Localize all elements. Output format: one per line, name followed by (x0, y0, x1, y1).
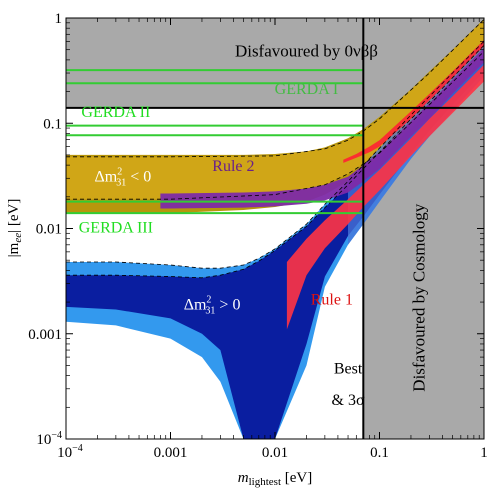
annotation-dbb: Disfavoured by 0νββ (235, 42, 378, 61)
y-tick-label: 0.001 (28, 327, 62, 343)
rule-1-region (286, 64, 484, 330)
x-axis-title: mlightest [eV] (238, 470, 312, 488)
y-tick-label: 1 (55, 11, 63, 27)
y-axis-title-main: |m (6, 242, 22, 257)
annotation-cosmo: Disfavoured by Cosmology (410, 203, 429, 391)
annotation-rule2: Rule 2 (212, 158, 254, 175)
plot-area (66, 18, 484, 439)
inverted-best-upper-edge (66, 19, 484, 158)
annotation-sigma: & 3σ (332, 392, 365, 409)
normal-best-upper-edge (66, 45, 484, 279)
y-axis-title-sub: ee (12, 233, 24, 243)
y-axis-title: |mee| [eV] (6, 199, 24, 258)
x-tick-label: 0.001 (154, 445, 188, 461)
inverted-ordering-label: Δm2 31 < 0 (94, 166, 151, 188)
annotation-gerda1: GERDA I (275, 81, 339, 98)
axis-ticks: 10−4 0.001 0.01 0.1 1 10−4 0.001 0.01 0.1 1 (28, 11, 488, 461)
rule-2-region (160, 47, 484, 209)
annotation-gerda3: GERDA III (79, 219, 153, 236)
normal-ordering-best-fit-band (66, 45, 484, 439)
annotation-gerda2: GERDA II (81, 104, 150, 121)
inverted-ordering-best-fit-band (66, 19, 484, 200)
x-axis-title-main: m (238, 470, 249, 486)
x-tick-label: 1 (480, 445, 488, 461)
annotation-layer: Disfavoured by 0νββ GERDA I GERDA II GERDA … (79, 42, 429, 410)
x-axis-title-sub: lightest (249, 476, 281, 488)
x-axis-title-unit: [eV] (281, 470, 312, 486)
y-tick-label: 0.01 (36, 222, 62, 238)
normal-ordering-label: Δm2 31 > 0 (184, 294, 241, 316)
x-tick-label: 10−4 (57, 443, 83, 461)
y-tick-label: 10−4 (36, 430, 62, 448)
y-axis-title-unit: | [eV] (6, 199, 22, 233)
x-tick-label: 0.01 (262, 445, 288, 461)
x-tick-label: 0.1 (370, 445, 389, 461)
annotation-rule1: Rule 1 (311, 291, 353, 308)
y-tick-label: 0.1 (43, 116, 62, 132)
annotation-best: Best (334, 360, 363, 377)
